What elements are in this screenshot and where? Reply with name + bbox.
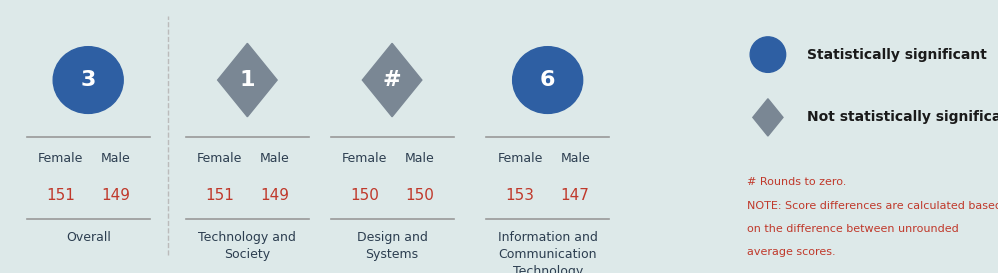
Text: Male: Male: [260, 152, 289, 165]
Text: 151: 151: [206, 188, 235, 203]
Text: average scores.: average scores.: [747, 247, 835, 257]
Polygon shape: [362, 43, 422, 117]
Text: Technology and
Society: Technology and Society: [199, 232, 296, 262]
Text: # Rounds to zero.: # Rounds to zero.: [747, 177, 846, 188]
Text: Design and
Systems: Design and Systems: [356, 232, 427, 262]
Text: Male: Male: [101, 152, 131, 165]
Text: Male: Male: [560, 152, 590, 165]
Text: 150: 150: [350, 188, 379, 203]
Text: 153: 153: [506, 188, 535, 203]
Text: Information and
Communication
Technology: Information and Communication Technology: [498, 232, 598, 273]
Text: Male: Male: [405, 152, 434, 165]
Text: 151: 151: [46, 188, 75, 203]
Text: 147: 147: [561, 188, 590, 203]
Polygon shape: [752, 99, 783, 136]
Ellipse shape: [750, 37, 785, 72]
Ellipse shape: [53, 47, 123, 113]
Text: Female: Female: [342, 152, 387, 165]
Text: Female: Female: [38, 152, 84, 165]
Text: Female: Female: [497, 152, 543, 165]
Text: on the difference between unrounded: on the difference between unrounded: [747, 224, 958, 234]
Text: NOTE: Score differences are calculated based: NOTE: Score differences are calculated b…: [747, 201, 998, 211]
Polygon shape: [218, 43, 277, 117]
Ellipse shape: [513, 47, 583, 113]
Text: Overall: Overall: [66, 232, 111, 244]
Text: #: #: [383, 70, 401, 90]
Text: Female: Female: [198, 152, 243, 165]
Text: Not statistically significant: Not statistically significant: [806, 110, 998, 124]
Text: 3: 3: [81, 70, 96, 90]
Text: 1: 1: [240, 70, 255, 90]
Text: 150: 150: [405, 188, 434, 203]
Text: 149: 149: [260, 188, 289, 203]
Text: 6: 6: [540, 70, 556, 90]
Text: Statistically significant: Statistically significant: [806, 48, 987, 62]
Text: 149: 149: [101, 188, 130, 203]
